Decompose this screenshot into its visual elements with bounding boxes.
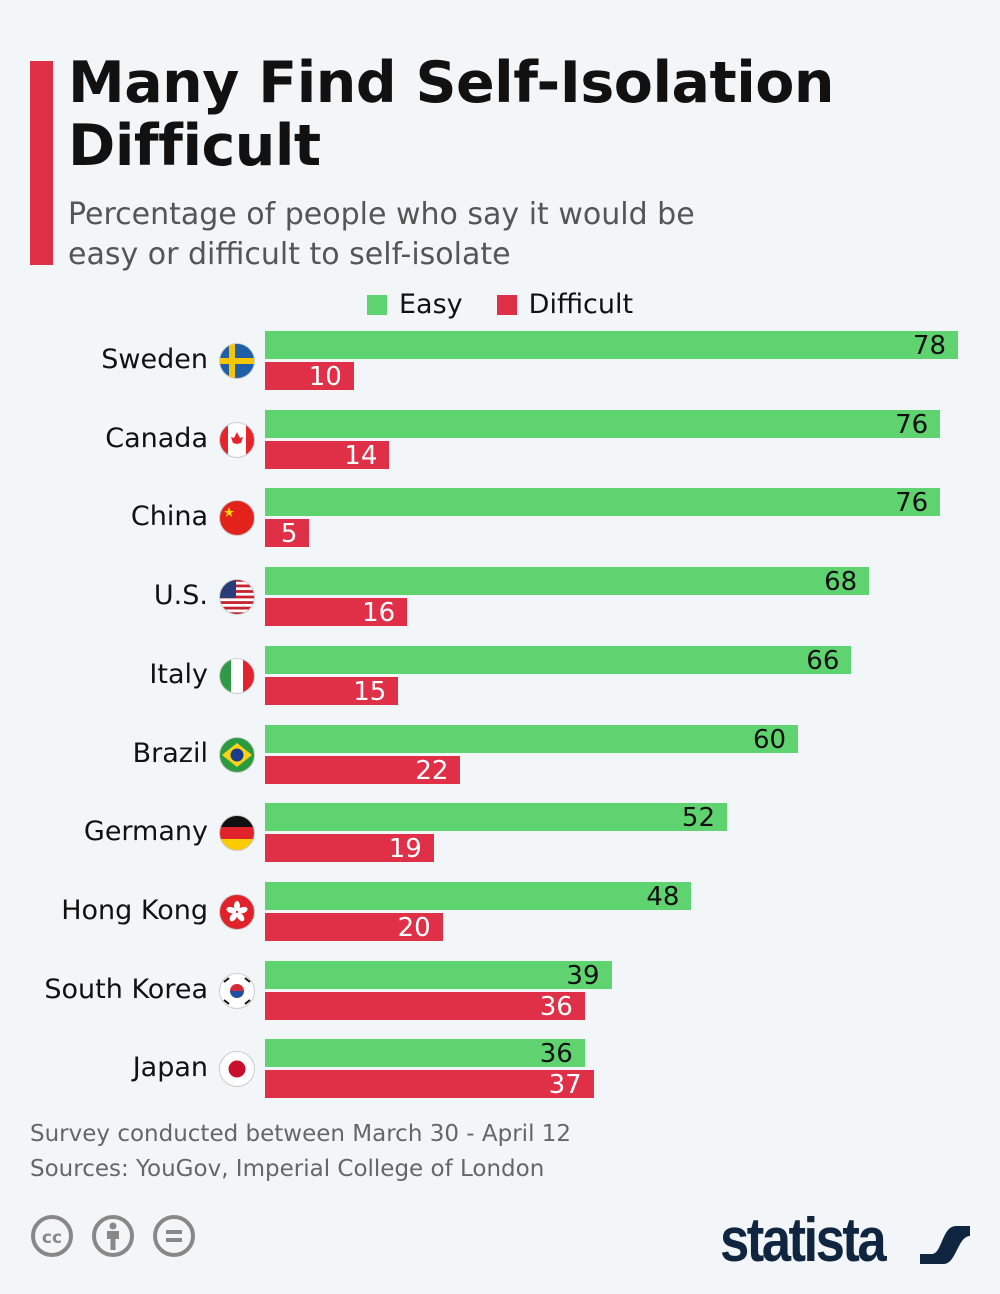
category-label: South Korea — [44, 973, 208, 1005]
difficult-value-label: 5 — [280, 519, 298, 550]
us-flag-icon — [219, 579, 255, 616]
statista-logo-mark — [920, 1214, 970, 1264]
difficult-value-label: 19 — [388, 834, 422, 865]
attribution-icon — [92, 1215, 134, 1257]
italy-flag-icon — [219, 657, 255, 694]
japan-flag-icon — [219, 1051, 255, 1088]
difficult-bar — [265, 912, 443, 941]
easy-bar — [265, 724, 799, 753]
difficult-value-label: 10 — [308, 362, 342, 392]
easy-bar — [265, 331, 958, 359]
chart-title: Many Find Self-Isolation Difficult — [68, 50, 835, 179]
easy-bar — [265, 645, 852, 674]
easy-value-label: 36 — [539, 1039, 573, 1070]
cc-icon: cc — [31, 1215, 73, 1257]
legend-item-difficult: Difficult — [496, 289, 634, 320]
difficult-bar — [265, 755, 461, 784]
easy-value-label: 60 — [752, 724, 787, 755]
difficult-value-label: 37 — [548, 1070, 582, 1101]
category-label: Brazil — [132, 737, 208, 769]
difficult-bar — [265, 440, 390, 469]
difficult-bar — [265, 991, 585, 1020]
difficult-value-label: 15 — [353, 676, 387, 707]
legend-swatch-easy — [367, 295, 387, 315]
category-label: Germany — [83, 816, 208, 848]
category-label: Italy — [149, 658, 208, 690]
brazil-flag-icon — [219, 736, 255, 773]
statista-logo: statista — [720, 1206, 887, 1275]
survey-note: Survey conducted between March 30 - Apri… — [30, 1121, 572, 1147]
easy-bar — [265, 960, 612, 989]
easy-value-label: 76 — [895, 409, 929, 440]
category-label: Japan — [132, 1052, 208, 1084]
easy-bar — [265, 1039, 585, 1068]
easy-bar — [265, 409, 941, 438]
sweden-flag-icon — [219, 343, 255, 379]
easy-value-label: 68 — [824, 567, 858, 598]
category-label: U.S. — [153, 580, 208, 612]
germany-flag-icon — [219, 815, 255, 852]
easy-value-label: 66 — [806, 645, 840, 676]
china-flag-icon — [219, 500, 255, 537]
easy-bar — [265, 881, 692, 910]
hong-kong-flag-icon — [219, 893, 255, 930]
legend-label-easy: Easy — [399, 289, 463, 320]
difficult-bar — [265, 362, 354, 390]
south-korea-flag-icon — [219, 972, 255, 1009]
difficult-value-label: 14 — [344, 440, 378, 471]
easy-value-label: 78 — [912, 331, 946, 361]
svg-text:cc: cc — [42, 1228, 62, 1248]
difficult-value-label: 20 — [397, 912, 431, 943]
legend: Easy Difficult — [367, 289, 633, 320]
easy-bar — [265, 567, 870, 596]
difficult-value-label: 16 — [362, 598, 396, 629]
category-label: Hong Kong — [61, 894, 208, 926]
category-label: Canada — [105, 422, 208, 454]
no-derivatives-icon — [153, 1215, 195, 1257]
difficult-bar — [265, 1070, 594, 1099]
difficult-bar — [265, 598, 408, 627]
easy-bar — [265, 488, 941, 517]
difficult-value-label: 36 — [539, 991, 573, 1022]
legend-label-difficult: Difficult — [528, 289, 634, 320]
category-label: Sweden — [101, 344, 208, 375]
easy-bar — [265, 803, 727, 832]
easy-value-label: 48 — [646, 881, 680, 912]
difficult-bar — [265, 676, 399, 705]
accent-bar — [30, 61, 53, 265]
easy-value-label: 76 — [895, 488, 929, 519]
easy-value-label: 39 — [566, 960, 600, 991]
difficult-bar — [265, 519, 310, 548]
canada-flag-icon — [219, 421, 255, 458]
category-label: China — [130, 501, 208, 533]
legend-swatch-difficult — [496, 295, 517, 315]
sources: Sources: YouGov, Imperial College of Lon… — [30, 1156, 545, 1182]
difficult-value-label: 22 — [415, 755, 449, 786]
difficult-bar — [265, 834, 434, 863]
chart-subtitle: Percentage of people who say it would be… — [68, 197, 695, 272]
legend-item-easy: Easy — [367, 289, 463, 320]
easy-value-label: 52 — [681, 803, 715, 834]
